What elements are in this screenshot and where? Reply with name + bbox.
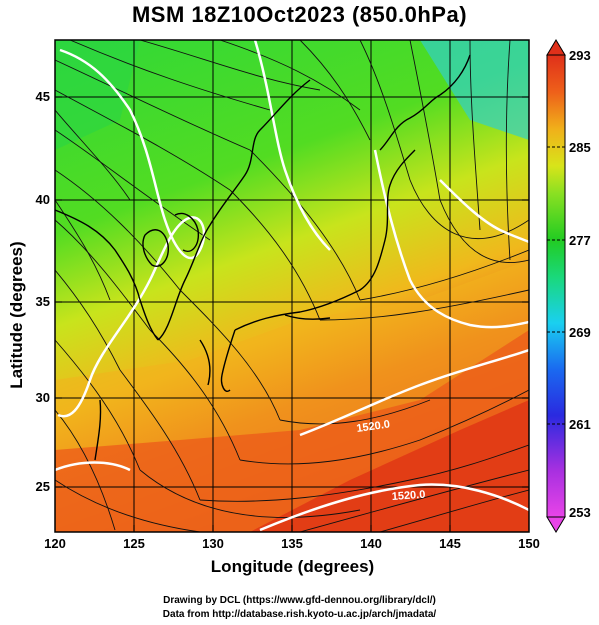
lon-tick-130: 130 [202,536,224,551]
colorbar [546,39,566,533]
colorbar-tick-253: 253 [569,505,591,520]
lon-tick-125: 125 [123,536,145,551]
lon-tick-150: 150 [518,536,540,551]
map-title: MSM 18Z10Oct2023 (850.0hPa) [131,2,468,27]
colorbar-tick-285: 285 [569,140,591,155]
axis-ticks [55,96,529,532]
isotherm-contours [55,40,529,532]
lon-tick-120: 120 [44,536,66,551]
lat-tick-35: 35 [35,294,50,309]
credit-drawing: Drawing by DCL (https://www.gfd-dennou.o… [163,595,436,606]
contour-label-1: 1520.0 [356,418,391,435]
x-axis-label: Longitude (degrees) [210,557,375,576]
credit-data-source: Data from http://database.rish.kyoto-u.a… [162,609,437,620]
coastlines [55,54,471,461]
y-axis-label: Latitude (degrees) [7,241,26,389]
colorbar-tick-269: 269 [569,325,591,340]
lat-tick-45: 45 [35,89,50,104]
lon-tick-145: 145 [439,536,461,551]
colorbar-tick-293: 293 [569,48,591,63]
lat-tick-25: 25 [35,479,50,494]
lon-tick-140: 140 [360,536,382,551]
colorbar-tick-277: 277 [569,233,591,248]
lat-tick-40: 40 [35,192,50,207]
contour-label-2: 1520.0 [391,489,425,503]
colorbar-tick-261: 261 [569,417,591,432]
wind-streamlines [55,40,529,532]
lon-tick-135: 135 [281,536,303,551]
lat-tick-30: 30 [35,390,50,405]
